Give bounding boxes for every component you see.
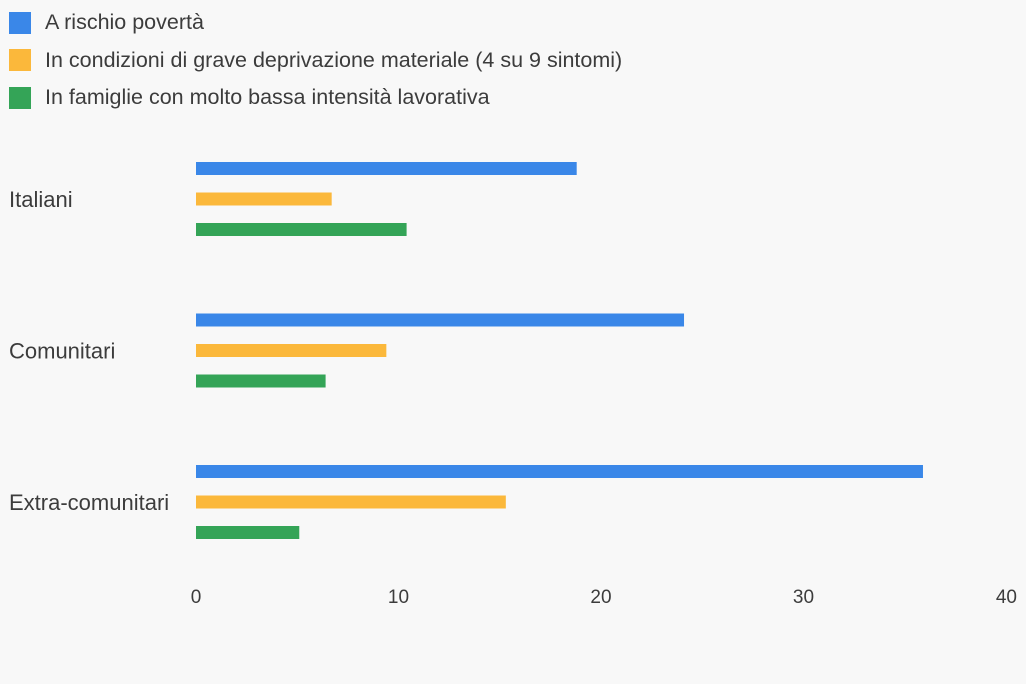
legend-label: In famiglie con molto bassa intensità la… bbox=[45, 85, 490, 110]
category-label: Italiani bbox=[9, 187, 73, 212]
bar-italiani-series-0 bbox=[196, 162, 577, 175]
category-labels: Italiani Comunitari Extra-comunitari bbox=[9, 187, 169, 515]
legend-item-a-rischio-poverta: A rischio povertà bbox=[9, 4, 622, 42]
bars-group bbox=[196, 162, 923, 539]
bar-comunitari-series-2 bbox=[196, 374, 326, 388]
bar-italiani-series-2 bbox=[196, 223, 407, 236]
x-tick-label: 10 bbox=[388, 587, 409, 608]
bar-comunitari-series-1 bbox=[196, 344, 387, 357]
legend-swatch bbox=[9, 11, 31, 34]
chart-legend: A rischio povertà In condizioni di grave… bbox=[9, 4, 622, 117]
bar-extra-comunitari-series-1 bbox=[196, 495, 506, 509]
x-axis-ticks: 0 10 20 30 40 bbox=[191, 587, 1017, 608]
legend-label: A rischio povertà bbox=[45, 10, 204, 35]
legend-swatch bbox=[9, 86, 31, 109]
legend-swatch bbox=[9, 49, 31, 72]
x-tick-label: 20 bbox=[590, 587, 611, 608]
bar-extra-comunitari-series-2 bbox=[196, 526, 300, 539]
x-tick-label: 40 bbox=[996, 587, 1017, 608]
bar-extra-comunitari-series-0 bbox=[196, 465, 923, 478]
bar-italiani-series-1 bbox=[196, 192, 332, 206]
category-label: Comunitari bbox=[9, 339, 115, 364]
legend-item-grave-deprivazione: In condizioni di grave deprivazione mate… bbox=[9, 42, 622, 80]
x-tick-label: 0 bbox=[191, 587, 202, 608]
legend-label: In condizioni di grave deprivazione mate… bbox=[45, 47, 623, 72]
legend-item-bassa-intensita-lavorativa: In famiglie con molto bassa intensità la… bbox=[9, 79, 622, 117]
category-label: Extra-comunitari bbox=[9, 490, 169, 515]
bar-comunitari-series-0 bbox=[196, 313, 685, 327]
x-tick-label: 30 bbox=[793, 587, 814, 608]
